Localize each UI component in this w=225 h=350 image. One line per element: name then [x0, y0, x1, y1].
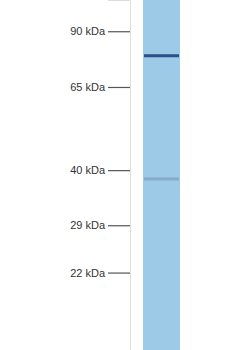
marker-label: 65 kDa: [70, 81, 106, 93]
protein-band: [144, 177, 179, 180]
marker-label: 90 kDa: [70, 25, 106, 37]
marker-dash: [108, 87, 130, 88]
marker-axis: 90 kDa 65 kDa 40 kDa 29 kDa 22 kDa: [70, 1, 130, 350]
marker-dash: [108, 31, 130, 32]
marker-tick: 90 kDa: [70, 25, 130, 37]
axis-line: [108, 1, 131, 350]
marker-dash: [108, 170, 130, 171]
marker-tick: 65 kDa: [70, 81, 130, 93]
protein-band: [144, 54, 179, 57]
marker-dash: [108, 225, 130, 226]
bands: [144, 54, 179, 180]
marker-tick: 29 kDa: [70, 219, 130, 231]
marker-label: 40 kDa: [70, 164, 106, 176]
gel-lane: [143, 0, 180, 350]
marker-label: 29 kDa: [70, 219, 106, 231]
blot-figure: 90 kDa 65 kDa 40 kDa 29 kDa 22 kDa: [0, 0, 225, 350]
marker-dash: [108, 272, 130, 273]
marker-tick: 22 kDa: [70, 267, 130, 279]
marker-label: 22 kDa: [70, 267, 106, 279]
marker-tick: 40 kDa: [70, 164, 130, 176]
